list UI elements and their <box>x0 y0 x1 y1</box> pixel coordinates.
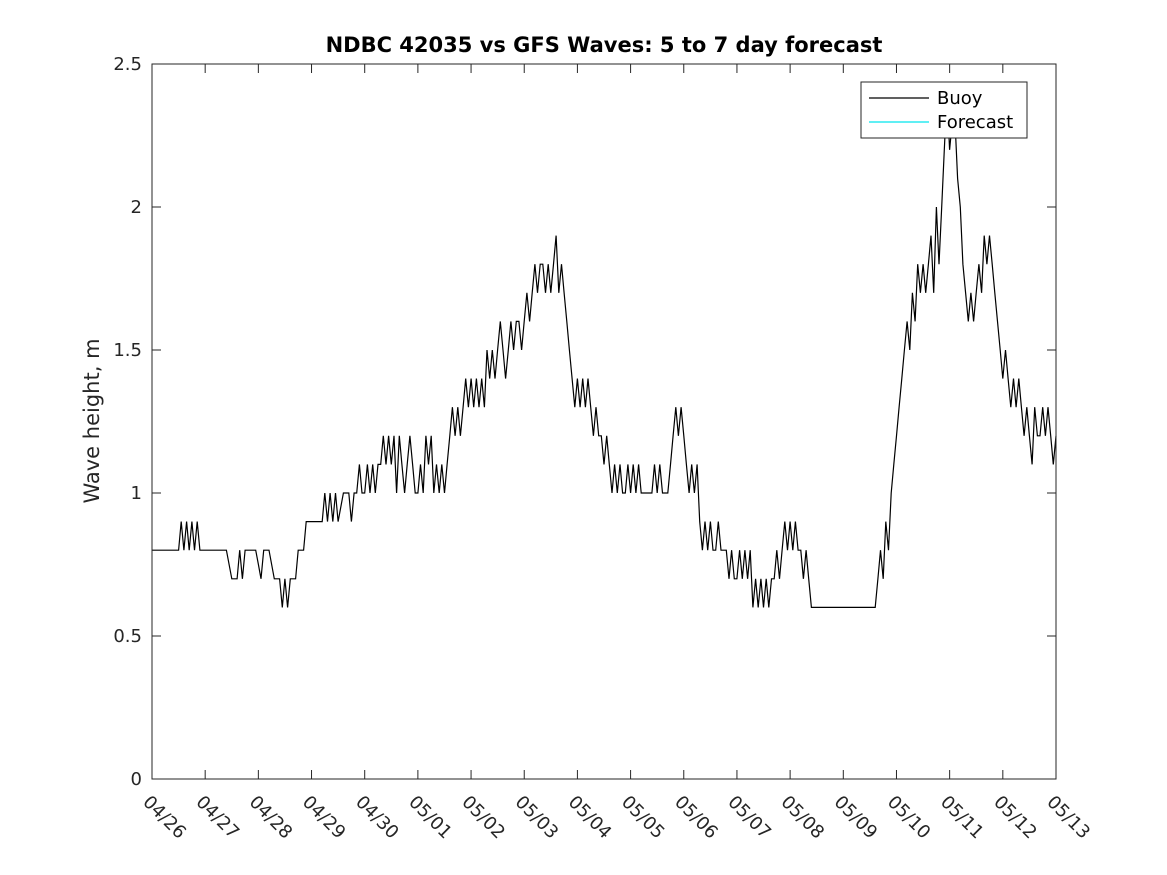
x-tick-label: 04/27 <box>192 792 244 844</box>
legend-box <box>860 81 1028 139</box>
x-tick-label: 04/30 <box>351 792 403 844</box>
y-tick-label: 1 <box>131 483 142 504</box>
plot-area <box>151 63 1057 780</box>
y-tick-label: 2.5 <box>113 54 142 75</box>
y-tick-label: 2 <box>131 197 142 218</box>
legend-label-1: Forecast <box>937 112 1013 133</box>
x-tick-label: 05/06 <box>670 792 722 844</box>
y-tick-label: 0.5 <box>113 626 142 647</box>
series-line-0 <box>152 92 1057 608</box>
x-tick-label: 05/03 <box>511 792 563 844</box>
x-tick-label: 05/11 <box>936 792 988 844</box>
x-tick-label: 04/29 <box>298 792 350 844</box>
x-tick-label: 04/26 <box>138 792 190 844</box>
y-tick-label: 0 <box>131 769 142 790</box>
x-tick-label: 05/01 <box>404 792 456 844</box>
x-tick-label: 05/08 <box>777 792 829 844</box>
x-tick-label: 05/12 <box>989 792 1041 844</box>
y-axis-label: Wave height, m <box>80 338 104 503</box>
x-tick-label: 04/28 <box>245 792 297 844</box>
axes-box <box>151 63 1057 780</box>
x-tick-label: 05/13 <box>1042 792 1094 844</box>
y-tick-label: 1.5 <box>113 340 142 361</box>
x-tick-label: 05/09 <box>830 792 882 844</box>
x-tick-label: 05/05 <box>617 792 669 844</box>
x-tick-label: 05/07 <box>723 792 775 844</box>
chart-title: NDBC 42035 vs GFS Waves: 5 to 7 day fore… <box>326 33 883 57</box>
legend: Buoy Forecast <box>860 81 1028 139</box>
legend-label-0: Buoy <box>937 88 983 109</box>
y-axis: 0 0.5 1 1.5 2 2.5 <box>113 54 1056 790</box>
x-tick-label: 05/10 <box>883 792 935 844</box>
x-tick-label: 05/02 <box>458 792 510 844</box>
x-tick-label: 05/04 <box>564 792 616 844</box>
x-axis: 04/26 04/27 04/28 04/29 04/30 05/01 05/02 05/03… <box>138 64 1094 843</box>
